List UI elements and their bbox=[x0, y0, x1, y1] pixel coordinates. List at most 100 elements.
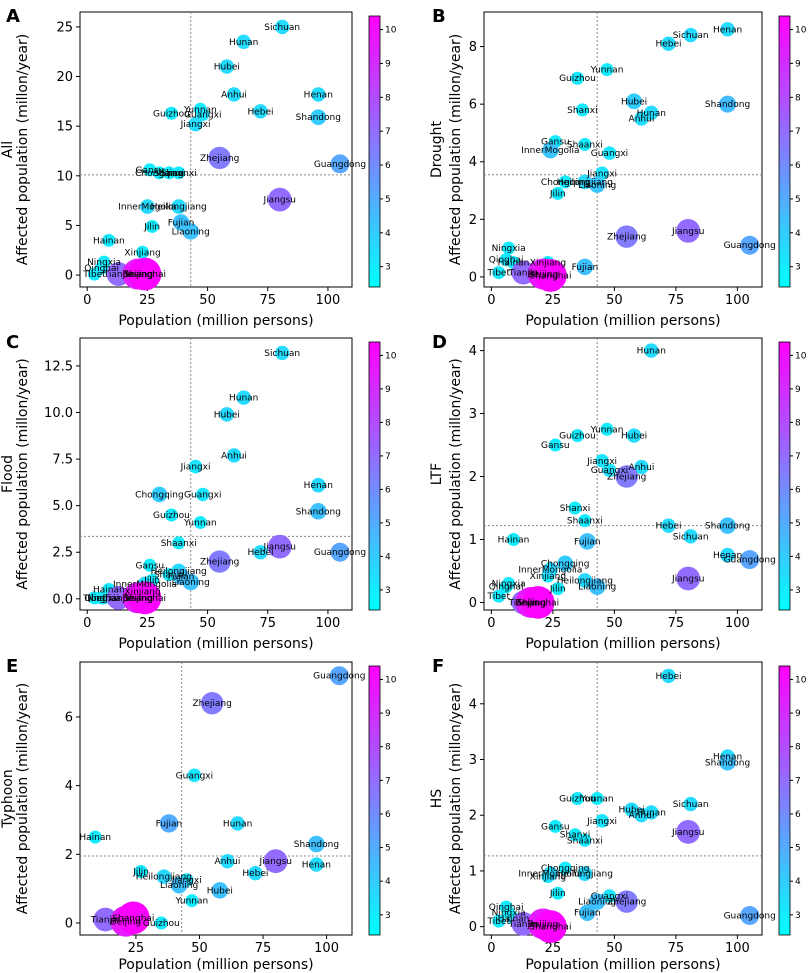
x-tick-label: 25 bbox=[139, 293, 156, 308]
point-label-shanxi: Shanxi bbox=[560, 831, 590, 841]
data-point-hunan bbox=[236, 34, 251, 49]
x-tick-label: 50 bbox=[606, 616, 623, 631]
point-label-yunnan: Yunnan bbox=[183, 518, 217, 528]
data-point-henan bbox=[720, 547, 735, 563]
point-label-fujian: Fujian bbox=[574, 909, 601, 919]
colorbar-tick-label: 10 bbox=[795, 26, 807, 36]
data-point-jiangxi bbox=[595, 454, 609, 468]
point-label-qinghai: Qinghai bbox=[489, 903, 524, 913]
data-point-guangdong bbox=[329, 666, 349, 686]
colorbar-tick-label: 8 bbox=[795, 418, 801, 428]
point-label-innermongolia: InnerMongolia bbox=[113, 580, 177, 590]
data-point-jilin bbox=[145, 219, 159, 233]
colorbar-tick-label: 3 bbox=[385, 911, 391, 921]
data-point-jiangsu bbox=[267, 534, 292, 559]
point-label-hunan: Hunan bbox=[637, 109, 666, 119]
data-point-hunan bbox=[644, 805, 659, 820]
point-label-xinjiang: Xinjiang bbox=[124, 248, 160, 258]
y-axis-category-label: LTF bbox=[429, 463, 445, 485]
data-point-gansu bbox=[548, 438, 562, 452]
point-label-shandong: Shandong bbox=[705, 522, 750, 532]
data-point-henan bbox=[310, 477, 326, 493]
data-point-zhejiang bbox=[208, 146, 231, 170]
x-tick-label: 25 bbox=[545, 941, 562, 956]
point-label-tibet: Tibet bbox=[487, 269, 511, 279]
data-point-jiangxi bbox=[595, 166, 609, 181]
point-label-hainan: Hainan bbox=[93, 586, 125, 596]
y-tick-label: 3 bbox=[469, 407, 477, 422]
point-label-henan: Henan bbox=[713, 551, 742, 561]
data-point-sichuan bbox=[683, 529, 698, 544]
data-point-sichuan bbox=[275, 345, 290, 361]
colorbar-tick-label: 10 bbox=[385, 351, 397, 361]
point-label-jilin: Jilin bbox=[143, 222, 160, 232]
data-point-hebei bbox=[661, 518, 676, 533]
data-point-gansu bbox=[143, 558, 157, 572]
y-tick-label: 4 bbox=[65, 779, 73, 794]
data-point-heilongjiang bbox=[577, 573, 593, 588]
x-tick-label: 25 bbox=[139, 616, 156, 631]
x-tick-label: 0 bbox=[83, 616, 91, 631]
panel-letter: C bbox=[6, 332, 19, 353]
data-point-liaoning bbox=[182, 223, 199, 240]
x-tick-label: 25 bbox=[128, 941, 145, 956]
point-label-xinjiang: Xinjiang bbox=[530, 259, 566, 269]
data-point-zhejiang bbox=[615, 225, 638, 248]
point-label-guangxi: Guangxi bbox=[591, 149, 628, 159]
colorbar-tick-label: 3 bbox=[795, 586, 801, 596]
data-point-sichuan bbox=[683, 796, 698, 812]
point-label-heilongjiang: Heilongjiang bbox=[136, 873, 192, 883]
point-label-jiangxi: Jiangxi bbox=[180, 463, 211, 473]
colorbar bbox=[368, 15, 381, 288]
plot-frame bbox=[483, 337, 763, 611]
point-label-zhejiang: Zhejiang bbox=[607, 898, 646, 908]
x-tick-label: 100 bbox=[725, 293, 750, 308]
colorbar-tick-label: 3 bbox=[385, 586, 391, 596]
point-label-tibet: Tibet bbox=[82, 270, 106, 280]
colorbar-tick-label: 7 bbox=[385, 452, 391, 462]
point-label-jiangxi: Jiangxi bbox=[586, 457, 617, 467]
data-point-hainan bbox=[88, 830, 102, 844]
point-label-sichuan: Sichuan bbox=[264, 23, 300, 33]
data-point-guangxi bbox=[187, 768, 202, 783]
data-point-henan bbox=[309, 857, 324, 872]
data-point-guangxi bbox=[195, 107, 210, 122]
data-point-shanxi bbox=[568, 501, 582, 515]
data-point-shanghai bbox=[534, 910, 567, 943]
data-point-jiangsu bbox=[676, 566, 701, 591]
point-label-innermogolia: InnerMogolia bbox=[118, 203, 176, 213]
y-tick-label: 4 bbox=[469, 344, 477, 359]
y-tick-label: 0 bbox=[469, 596, 477, 611]
point-label-guangdong: Guangdong bbox=[314, 160, 366, 170]
point-label-hainan: Hainan bbox=[498, 914, 530, 924]
point-label-yunnan: Yunnan bbox=[174, 897, 208, 907]
point-label-zhejiang: Zhejiang bbox=[607, 233, 646, 243]
data-point-heilongjiang bbox=[577, 174, 593, 190]
point-label-chongqing: Chongqing bbox=[541, 864, 590, 874]
point-label-innermogolia: InnerMogolia bbox=[521, 146, 579, 156]
point-label-henan: Henan bbox=[713, 753, 742, 763]
data-point-hainan bbox=[507, 532, 521, 546]
point-label-xinjiang: Xinjiang bbox=[530, 873, 566, 883]
data-point-shaanxi bbox=[578, 833, 592, 847]
point-label-guangxi: Guangxi bbox=[591, 892, 628, 902]
colorbar-tick-label: 4 bbox=[795, 552, 801, 562]
y-tick-label: 2.5 bbox=[52, 546, 73, 561]
data-point-hunan bbox=[236, 390, 251, 405]
point-label-anhui: Anhui bbox=[629, 811, 655, 821]
data-point-jilin bbox=[134, 864, 148, 878]
colorbar-tick-label: 4 bbox=[385, 229, 391, 239]
data-point-innermogolia bbox=[140, 199, 155, 214]
data-point-shandong bbox=[308, 835, 325, 853]
x-tick-label: 25 bbox=[545, 293, 562, 308]
x-tick-label: 100 bbox=[725, 941, 750, 956]
point-label-yunnan: Yunnan bbox=[183, 105, 217, 115]
colorbar-tick-label: 6 bbox=[385, 810, 391, 820]
point-label-shandong: Shandong bbox=[294, 840, 339, 850]
point-label-liaoning: Liaoning bbox=[172, 227, 210, 237]
data-point-anhui bbox=[226, 448, 242, 463]
data-point-shaanxi bbox=[578, 137, 592, 151]
point-label-shanghai: Shanghai bbox=[529, 271, 571, 281]
point-label-yunnan: Yunnan bbox=[590, 66, 624, 76]
